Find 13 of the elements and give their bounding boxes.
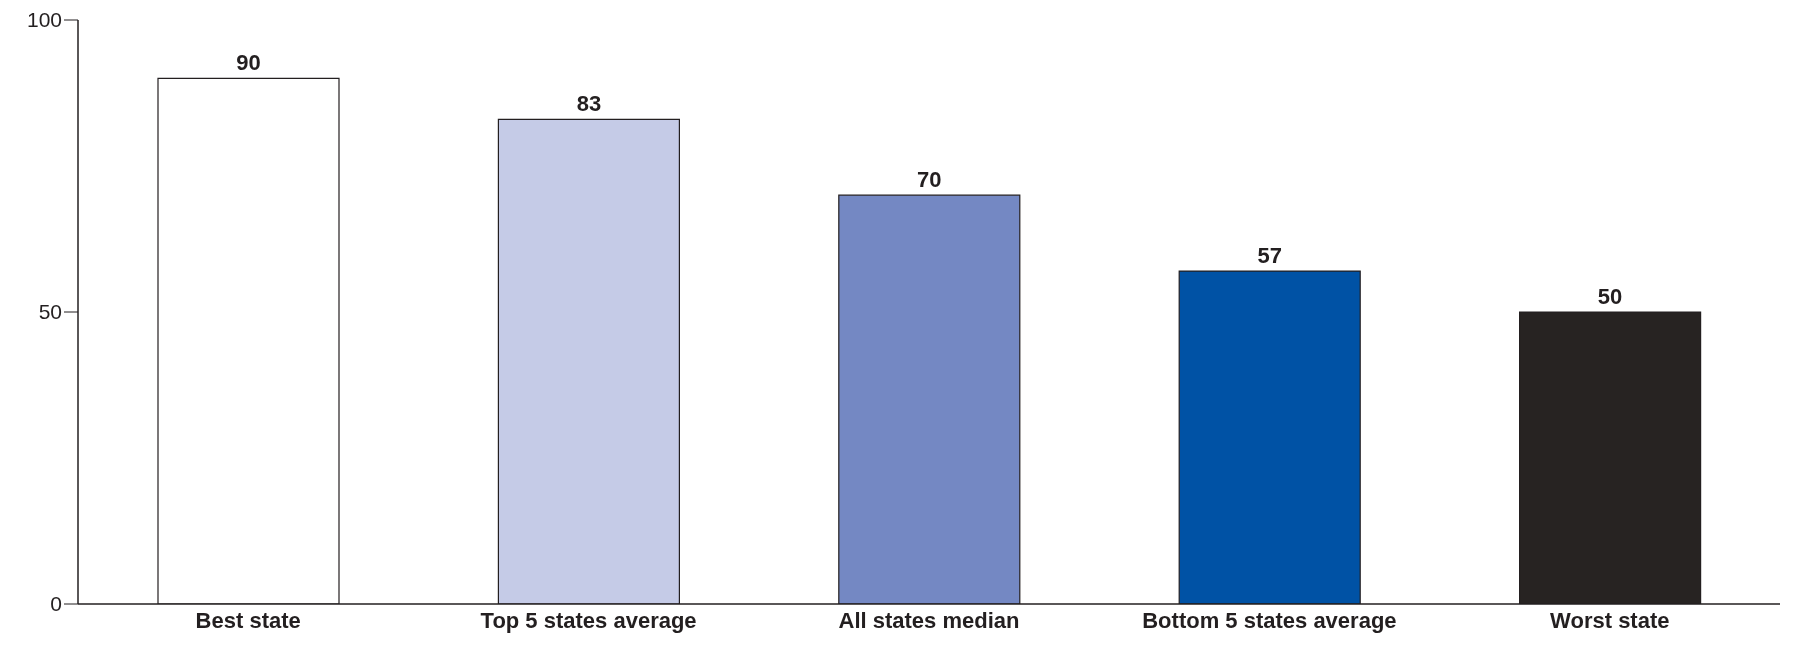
y-tick-label: 0 (50, 592, 62, 616)
x-tick-label: All states median (838, 607, 1020, 633)
x-tick-label: Best state (195, 607, 301, 633)
data-label: 83 (576, 91, 602, 117)
x-tick-label: Top 5 states average (480, 607, 697, 633)
y-tick-label: 100 (26, 8, 62, 32)
data-label: 70 (917, 167, 942, 193)
data-label: 90 (236, 50, 261, 76)
data-label: 57 (1257, 243, 1282, 269)
data-label: 50 (1597, 284, 1623, 309)
y-tick-label: 50 (38, 300, 62, 324)
x-tick-label: Worst state (1550, 607, 1670, 633)
x-tick-label: Bottom 5 states average (1142, 607, 1397, 633)
